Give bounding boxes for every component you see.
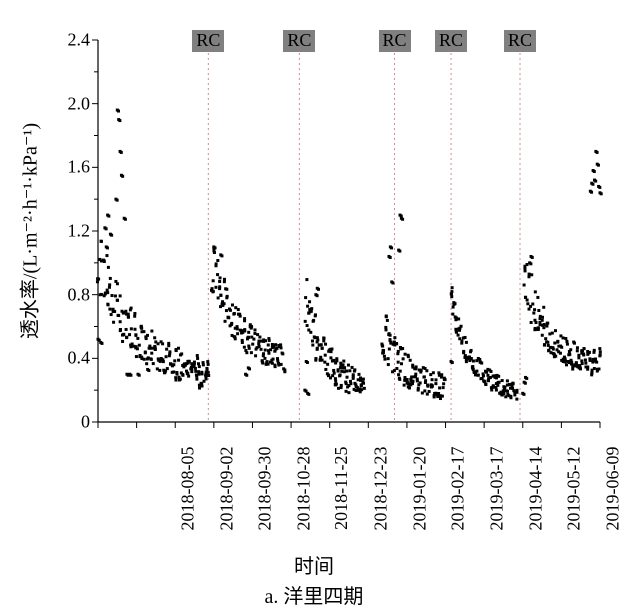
- rc-label: RC: [504, 30, 536, 52]
- x-tick-label: 2018-11-25: [331, 447, 352, 530]
- y-axis-label: 透水率/(L·m⁻²·h⁻¹·kPa⁻¹): [14, 123, 43, 339]
- y-tick-label: 1.6: [60, 157, 90, 178]
- x-tick-label: 2019-02-17: [448, 447, 469, 531]
- x-tick-label: 2019-06-09: [602, 447, 623, 531]
- scatter-chart: 透水率/(L·m⁻²·h⁻¹·kPa⁻¹) 时间 a. 洋里四期 0 0.4 0.8…: [0, 0, 628, 613]
- x-tick-label: 2019-03-17: [486, 447, 507, 531]
- x-tick-label: 2018-08-05: [178, 447, 199, 531]
- y-tick-label: 2.4: [60, 30, 90, 51]
- y-tick-label: 2.0: [60, 93, 90, 114]
- x-axis-label: 时间: [0, 550, 628, 579]
- chart-caption: a. 洋里四期: [0, 580, 628, 609]
- y-tick-label: 0: [60, 412, 90, 433]
- rc-label: RC: [378, 30, 410, 52]
- x-tick-label: 2018-10-28: [293, 447, 314, 531]
- x-tick-label: 2018-09-02: [216, 447, 237, 531]
- rc-label: RC: [192, 30, 224, 52]
- x-tick-label: 2019-05-12: [564, 447, 585, 531]
- rc-label: RC: [283, 30, 315, 52]
- y-tick-label: 0.4: [60, 348, 90, 369]
- x-tick-label: 2018-12-23: [371, 447, 392, 531]
- x-tick-label: 2018-09-30: [255, 447, 276, 531]
- x-tick-label: 2019-01-20: [409, 447, 430, 531]
- x-tick-label: 2019-04-14: [525, 447, 546, 531]
- rc-label: RC: [435, 30, 467, 52]
- y-tick-label: 1.2: [60, 221, 90, 242]
- y-tick-label: 0.8: [60, 284, 90, 305]
